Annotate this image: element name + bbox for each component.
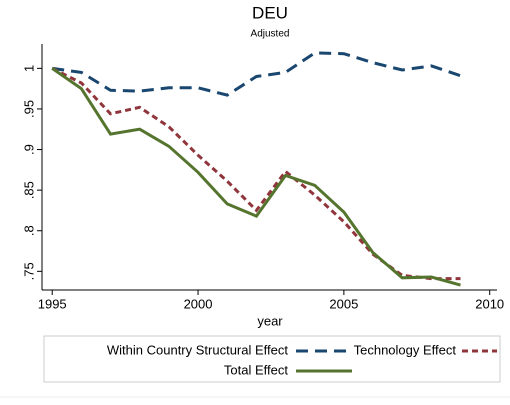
series-line [51,51,461,97]
y-tick-label: 1 [21,65,36,72]
y-tick-label: .85 [21,181,36,199]
y-tick-label: .8 [21,225,36,236]
x-tick-label: 2010 [475,296,504,311]
legend-label: Technology Effect [354,342,457,357]
y-tick-label: .9 [21,144,36,155]
y-tick-label: .95 [21,100,36,118]
chart-title: DEU [252,3,288,22]
x-tick-label: 1995 [38,296,67,311]
x-tick-label: 2000 [184,296,213,311]
legend-label: Within Country Structural Effect [107,342,288,357]
y-tick-label: .75 [21,262,36,280]
legend-label: Total Effect [224,362,288,377]
x-tick-label: 2005 [329,296,358,311]
x-axis-label: year [257,313,283,328]
legend [43,335,501,383]
series-line [51,67,461,287]
chart-subtitle: Adjusted [251,29,290,40]
